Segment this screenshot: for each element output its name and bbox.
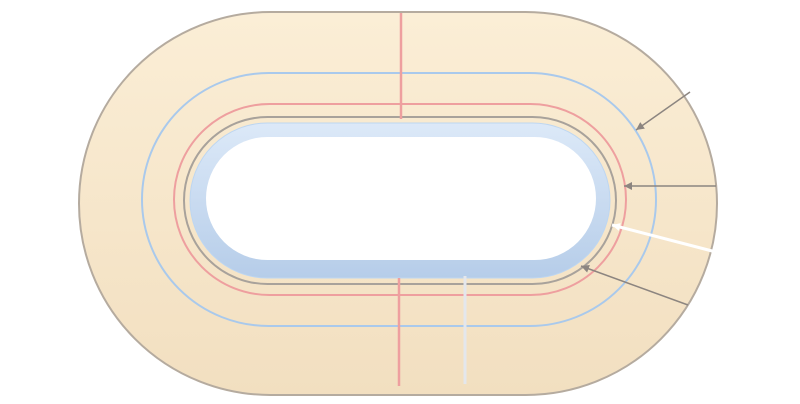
pointer-grey-line	[580, 265, 689, 306]
pointer-arrowhead-grey-line	[581, 264, 590, 273]
pointer-arrowhead-red-line	[624, 182, 632, 190]
pointer-arrowhead-blue-line	[636, 122, 645, 130]
pointer-group	[580, 91, 717, 306]
pointer-white-line	[611, 223, 717, 254]
pointer-arrowhead-white-line	[612, 223, 621, 231]
infield	[206, 137, 596, 260]
pointer-blue-line	[635, 91, 691, 131]
